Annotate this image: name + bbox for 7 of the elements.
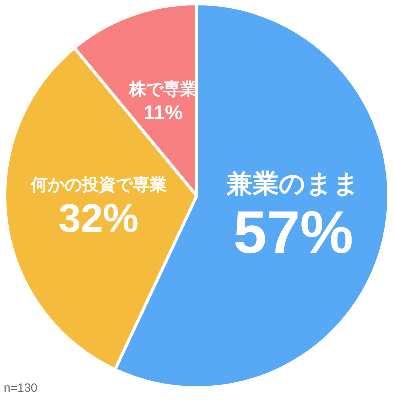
- data-label: 11%: [144, 102, 184, 124]
- text: n=130: [4, 381, 38, 395]
- data-label: 57%: [234, 199, 354, 266]
- slice-label: 株で専業: [128, 80, 198, 100]
- data-label: 32%: [58, 196, 139, 241]
- slice-label: 何かの投資で専業: [30, 175, 167, 196]
- slice-label: 兼業のまま: [226, 170, 360, 200]
